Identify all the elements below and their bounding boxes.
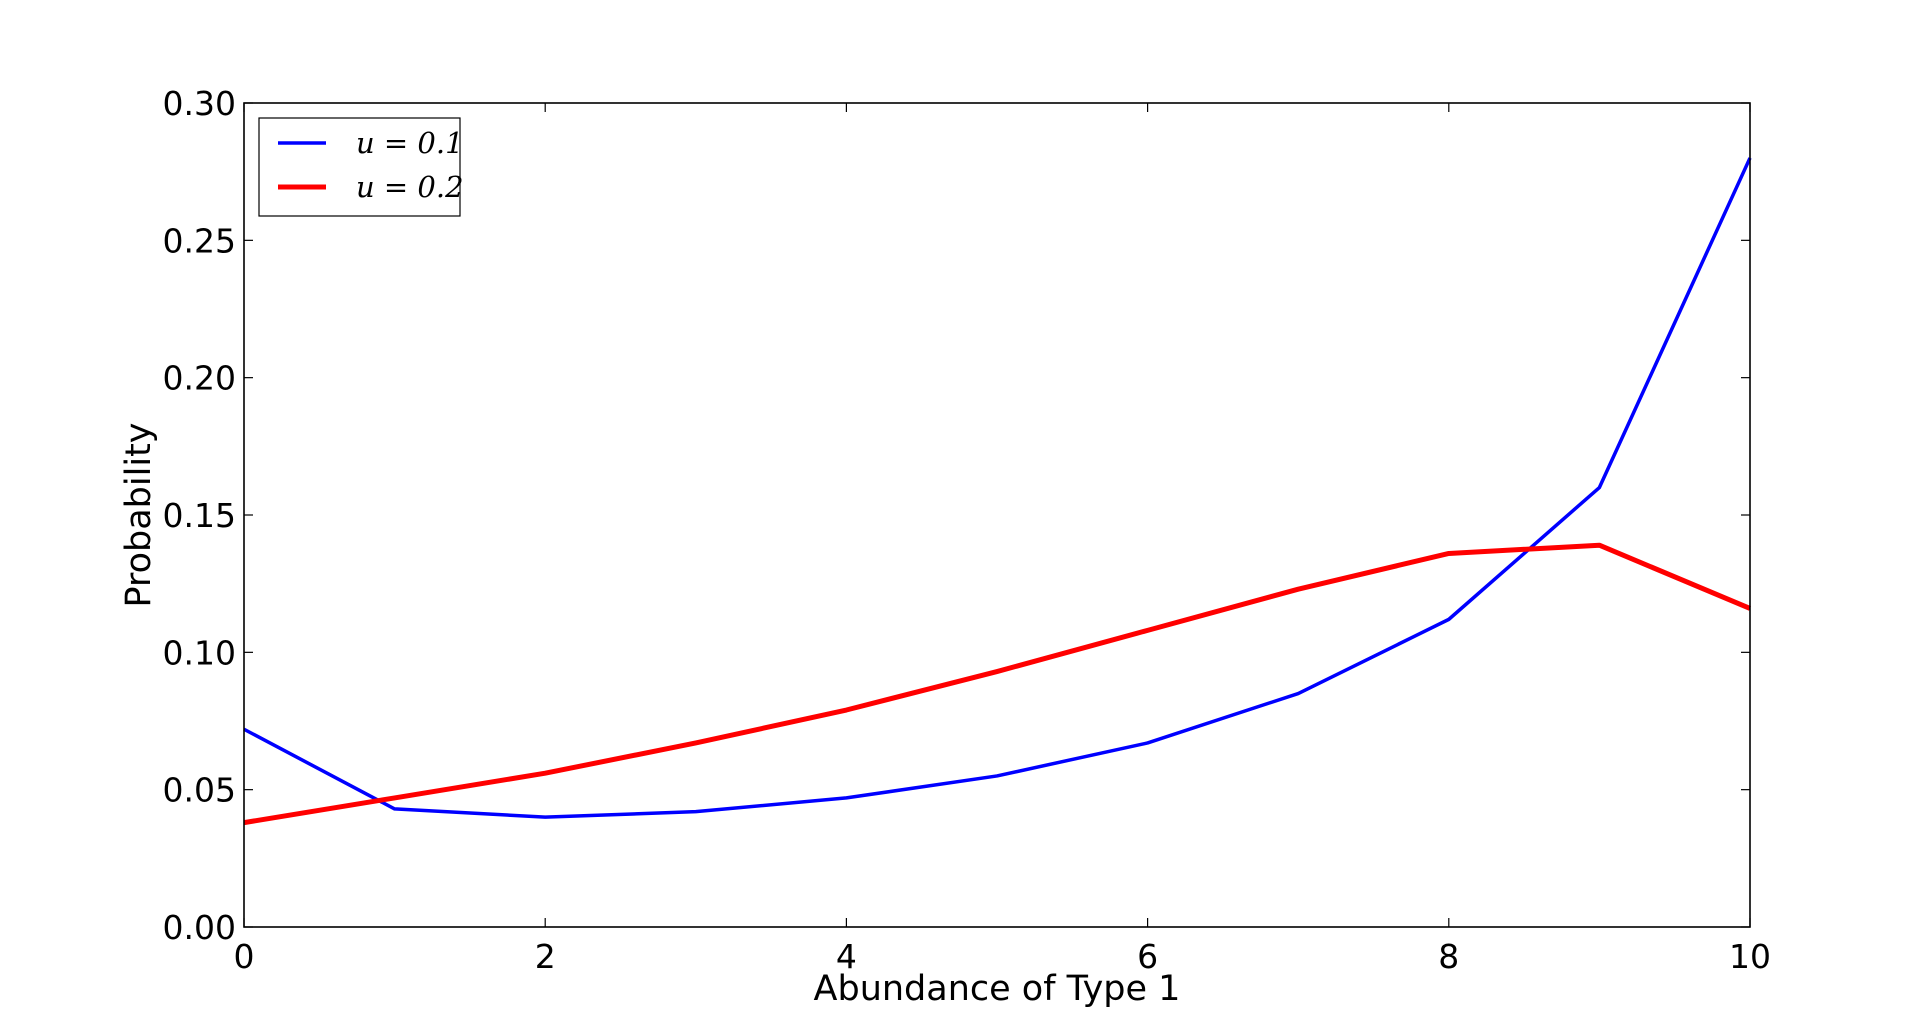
series-line-0	[243, 157, 1752, 819]
y-tick-label: 0.25	[163, 221, 236, 260]
x-tick-label: 8	[1438, 937, 1459, 976]
legend: u = 0.1 u = 0.2	[258, 117, 464, 217]
y-tick-label: 0.05	[163, 771, 236, 810]
series-layer	[243, 157, 1752, 826]
x-tick-label: 10	[1729, 937, 1771, 976]
y-tick-label: 0.00	[163, 908, 236, 947]
y-tick-label: 0.15	[163, 496, 236, 535]
y-axis-ticks: 0.00 0.05 0.10 0.15 0.20 0.25 0.30	[163, 84, 1750, 947]
x-tick-label: 6	[1137, 937, 1158, 976]
x-axis-ticks: 0 2 4 6 8 10	[234, 103, 1771, 976]
plot-area	[244, 103, 1750, 927]
y-tick-label: 0.30	[163, 84, 236, 123]
series-line-1	[243, 542, 1751, 826]
y-tick-label: 0.20	[163, 359, 236, 398]
legend-box	[258, 117, 461, 217]
legend-label-u-0.1: u = 0.1	[356, 126, 464, 160]
legend-label-u-0.2: u = 0.2	[356, 170, 464, 204]
y-tick-label: 0.10	[163, 633, 236, 672]
x-axis-label: Abundance of Type 1	[814, 969, 1181, 1009]
plot-frame	[243, 102, 1751, 928]
x-tick-label: 0	[234, 937, 255, 976]
x-tick-label: 4	[836, 937, 857, 976]
y-axis-label: Probability	[119, 422, 159, 607]
x-tick-label: 2	[535, 937, 556, 976]
